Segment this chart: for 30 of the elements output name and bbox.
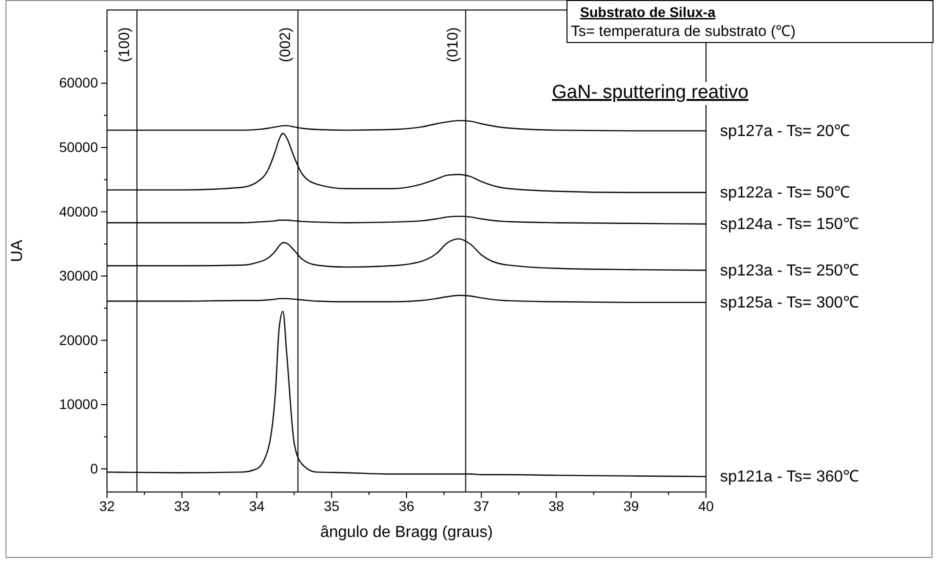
y-axis-title: UA: [9, 240, 26, 262]
annotation: Substrato de Silux-a: [580, 4, 716, 20]
annotation: Ts= temperatura de substrato (℃): [571, 23, 796, 40]
x-tick-label: 34: [248, 498, 265, 514]
x-tick-label: 35: [324, 498, 340, 514]
y-tick-label: 50000: [59, 139, 98, 156]
x-tick-label: 38: [548, 498, 564, 514]
x-tick-label: 36: [398, 498, 414, 514]
series-label: sp123a - Ts= 250℃: [720, 262, 859, 280]
annotation: (010): [444, 27, 462, 62]
series-label: sp122a - Ts= 50℃: [720, 184, 850, 202]
annotation: GaN- sputtering reativo: [552, 82, 748, 103]
y-tick-label: 0: [90, 460, 98, 476]
annotation: (002): [276, 27, 294, 62]
y-tick-label: 10000: [59, 396, 98, 412]
y-tick-label: 60000: [59, 74, 98, 91]
series-label: sp127a - Ts= 20℃: [720, 122, 850, 140]
series-label: sp125a - Ts= 300℃: [720, 294, 859, 312]
x-tick-label: 32: [99, 498, 115, 514]
x-tick-label: 37: [474, 498, 490, 514]
series-label: sp124a - Ts= 150℃: [720, 216, 859, 234]
series-label: sp121a - Ts= 360℃: [720, 468, 859, 486]
annotation: (100): [116, 27, 133, 62]
x-axis-title: ângulo de Bragg (graus): [320, 524, 493, 541]
y-tick-label: 40000: [59, 203, 98, 220]
y-tick-label: 30000: [59, 268, 98, 284]
y-tick-label: 20000: [59, 332, 98, 348]
x-tick-label: 39: [623, 498, 640, 514]
x-tick-label: 40: [698, 498, 714, 514]
x-tick-label: 33: [174, 498, 190, 514]
